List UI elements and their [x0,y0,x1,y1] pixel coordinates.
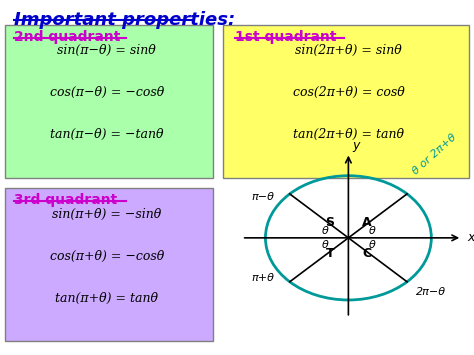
Text: sin(2π+θ) = sinθ: sin(2π+θ) = sinθ [295,44,402,58]
FancyBboxPatch shape [5,188,213,341]
Text: θ: θ [321,240,328,250]
FancyBboxPatch shape [5,25,213,178]
Text: 2π−θ: 2π−θ [416,287,446,297]
Text: θ: θ [368,240,375,250]
Text: C: C [362,247,372,260]
Text: cos(π−θ) = −cosθ: cos(π−θ) = −cosθ [49,86,164,99]
Text: tan(π−θ) = −tanθ: tan(π−θ) = −tanθ [50,128,164,141]
Text: cos(π+θ) = −cosθ: cos(π+θ) = −cosθ [49,250,164,263]
FancyBboxPatch shape [223,25,469,178]
Text: π+θ: π+θ [251,273,274,283]
Text: sin(π−θ) = sinθ: sin(π−θ) = sinθ [57,44,156,58]
Text: x: x [467,231,474,244]
Text: 2nd quadrant: 2nd quadrant [14,30,120,44]
Text: 1st quadrant: 1st quadrant [235,30,336,44]
Text: sin(π+θ) = −sinθ: sin(π+θ) = −sinθ [52,208,161,221]
Text: A: A [362,215,372,229]
Text: tan(2π+θ) = tanθ: tan(2π+θ) = tanθ [293,128,404,141]
Text: 3rd quadrant: 3rd quadrant [14,193,118,207]
Text: T: T [326,247,334,260]
Text: y: y [352,138,360,152]
Text: tan(π+θ) = tanθ: tan(π+θ) = tanθ [55,291,158,305]
Text: cos(2π+θ) = cosθ: cos(2π+θ) = cosθ [292,86,404,99]
Text: Important properties:: Important properties: [14,11,236,29]
Text: θ or 2π+θ: θ or 2π+θ [410,132,458,177]
Text: π−θ: π−θ [251,192,274,202]
Text: S: S [326,215,334,229]
Text: θ: θ [321,226,328,236]
Text: θ: θ [368,226,375,236]
